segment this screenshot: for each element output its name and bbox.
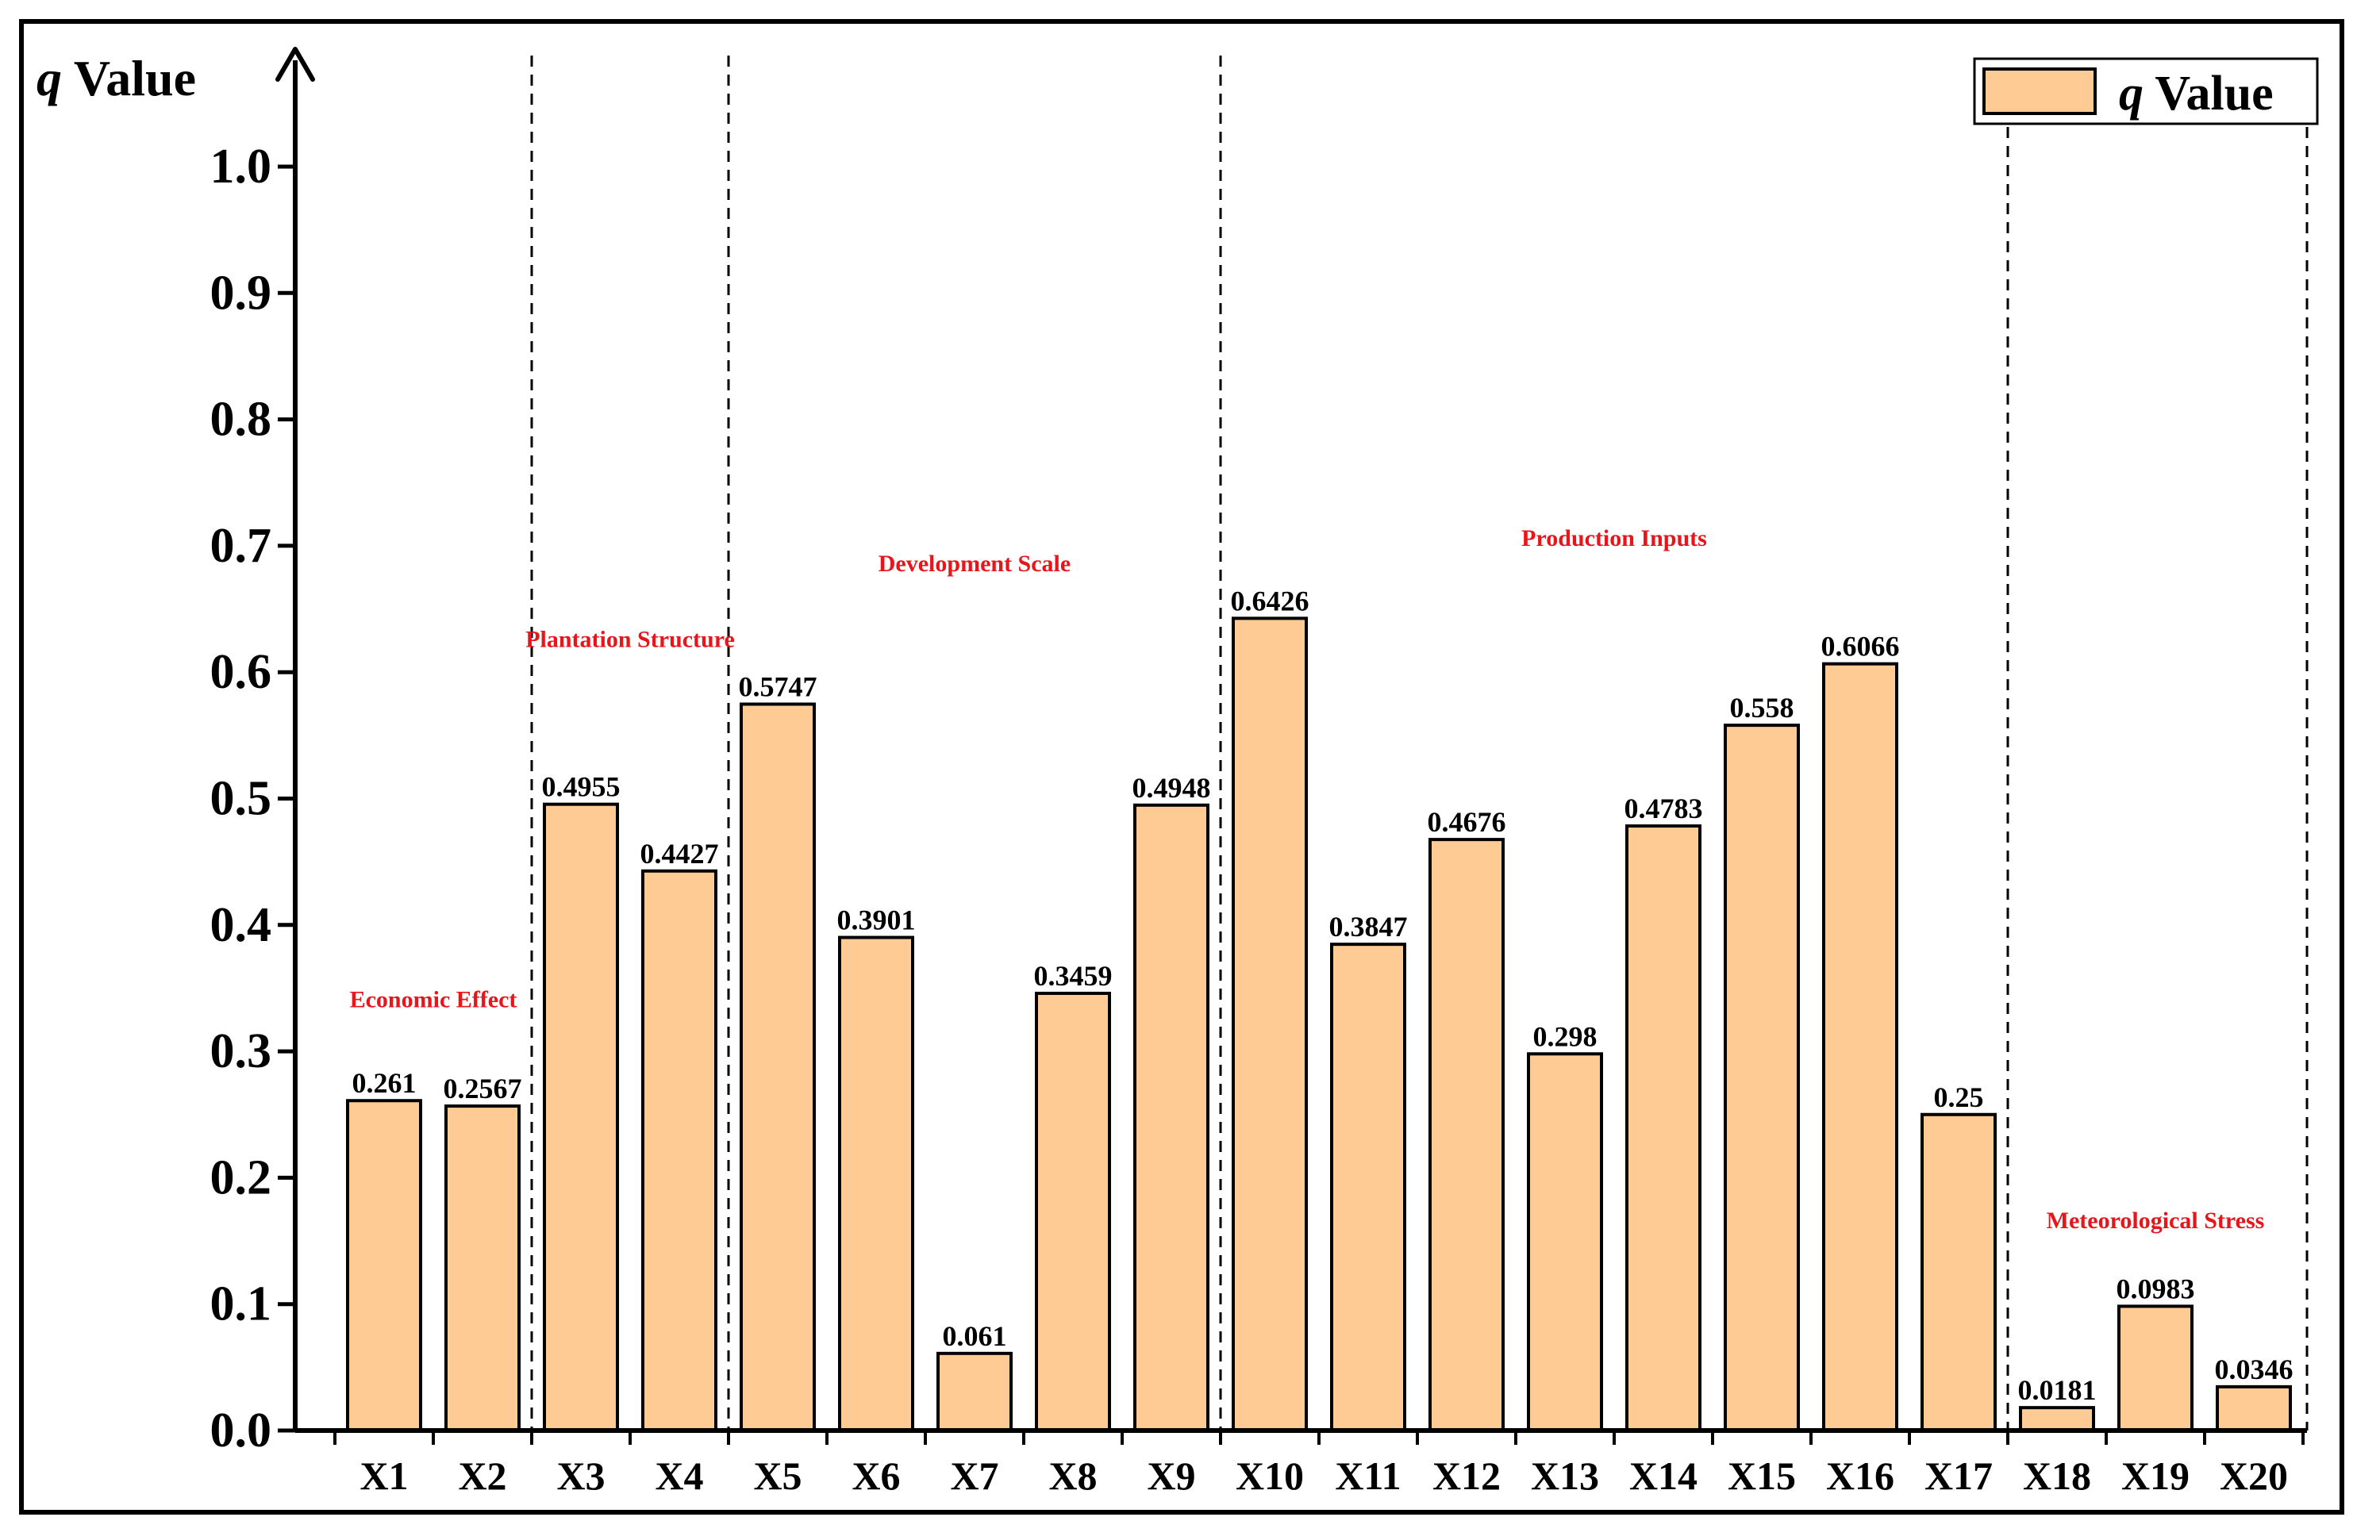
group-label: Production Inputs: [1521, 525, 1707, 551]
bar: [1035, 991, 1111, 1432]
bar: [1527, 1052, 1603, 1432]
x-tick-label: X1: [359, 1454, 408, 1498]
data-label: 0.25: [1934, 1081, 1984, 1113]
data-label: 0.6066: [1821, 631, 1900, 662]
x-tick-label: X10: [1236, 1454, 1304, 1498]
bar: [1330, 943, 1406, 1432]
x-tick-label: X6: [852, 1454, 900, 1498]
data-label: 0.3459: [1034, 960, 1113, 992]
legend-swatch: [1982, 67, 2097, 115]
bar: [543, 802, 619, 1432]
data-label: 0.298: [1533, 1020, 1598, 1052]
x-tick-label: X14: [1629, 1454, 1698, 1498]
data-label: 0.3901: [837, 904, 916, 936]
y-tick-label: 0.5: [210, 772, 272, 826]
bar: [346, 1099, 422, 1433]
x-tick-label: X20: [2220, 1454, 2288, 1498]
x-tick-label: X16: [1826, 1454, 1894, 1498]
y-tick-label: 0.0: [210, 1404, 272, 1457]
bar: [1428, 838, 1505, 1432]
y-tick-label: 0.4: [210, 898, 272, 952]
y-tick-label: 0.6: [210, 645, 272, 699]
y-tick-label: 0.7: [210, 519, 272, 573]
chart-frame: [19, 19, 2344, 1515]
y-tick-label: 0.8: [210, 393, 272, 447]
x-tick-label: X12: [1432, 1454, 1501, 1498]
x-tick-label: X17: [1924, 1454, 1993, 1498]
bar: [1625, 824, 1701, 1432]
bar: [740, 702, 816, 1432]
data-label: 0.061: [943, 1320, 1007, 1352]
y-tick-label: 0.2: [210, 1150, 272, 1204]
x-tick-label: X11: [1335, 1454, 1401, 1498]
y-tick-label: 0.9: [210, 266, 272, 320]
bar: [2019, 1406, 2095, 1433]
data-label: 0.2567: [444, 1073, 522, 1104]
legend: q Value: [1973, 57, 2319, 125]
group-label: Meteorological Stress: [2047, 1208, 2265, 1234]
y-tick-label: 0.3: [210, 1024, 272, 1078]
x-tick-label: X3: [556, 1454, 605, 1498]
y-axis-label-rest: Value: [62, 50, 196, 106]
x-tick-label: X2: [458, 1454, 506, 1498]
group-label: Development Scale: [879, 551, 1071, 577]
bar: [1921, 1112, 1997, 1432]
data-label: 0.261: [352, 1067, 417, 1099]
x-tick-label: X18: [2023, 1454, 2091, 1498]
legend-label: q Value: [2119, 67, 2274, 121]
data-label: 0.4783: [1624, 793, 1703, 824]
x-tick-label: X15: [1728, 1454, 1796, 1498]
y-axis-arrow: [275, 47, 315, 82]
bar: [444, 1104, 521, 1432]
legend-label-rest: Value: [2144, 67, 2274, 121]
y-axis-label: q Value: [37, 50, 196, 106]
bar: [936, 1351, 1013, 1433]
x-tick-label: X4: [655, 1454, 703, 1498]
data-label: 0.0983: [2117, 1273, 2195, 1304]
bar: [1232, 616, 1308, 1432]
x-tick-label: X9: [1147, 1454, 1195, 1498]
bar: [1133, 803, 1209, 1432]
bar: [1724, 724, 1800, 1432]
data-label: 0.4948: [1132, 772, 1211, 804]
x-tick-label: X7: [950, 1454, 998, 1498]
y-tick-label: 1.0: [210, 140, 272, 194]
data-label: 0.0181: [2018, 1374, 2097, 1406]
data-label: 0.4427: [640, 838, 719, 870]
data-label: 0.5747: [739, 671, 817, 703]
data-label: 0.558: [1730, 692, 1794, 724]
group-label: Plantation Structure: [525, 626, 735, 652]
bar: [2117, 1304, 2194, 1432]
x-tick-label: X13: [1531, 1454, 1599, 1498]
data-label: 0.6426: [1231, 585, 1309, 616]
y-axis-label-italic: q: [37, 50, 62, 106]
data-label: 0.0346: [2215, 1354, 2293, 1385]
x-tick-label: X5: [753, 1454, 802, 1498]
bar: [1822, 662, 1898, 1432]
bar: [838, 935, 914, 1432]
bar: [641, 869, 717, 1433]
data-label: 0.4676: [1428, 806, 1506, 838]
legend-label-italic: q: [2119, 67, 2144, 121]
x-tick-label: X8: [1048, 1454, 1097, 1498]
y-tick-label: 0.1: [210, 1277, 272, 1331]
x-tick-label: X19: [2121, 1454, 2190, 1498]
data-label: 0.3847: [1329, 911, 1408, 943]
group-label: Economic Effect: [350, 986, 517, 1012]
bar: [2216, 1384, 2292, 1433]
data-label: 0.4955: [542, 771, 621, 803]
